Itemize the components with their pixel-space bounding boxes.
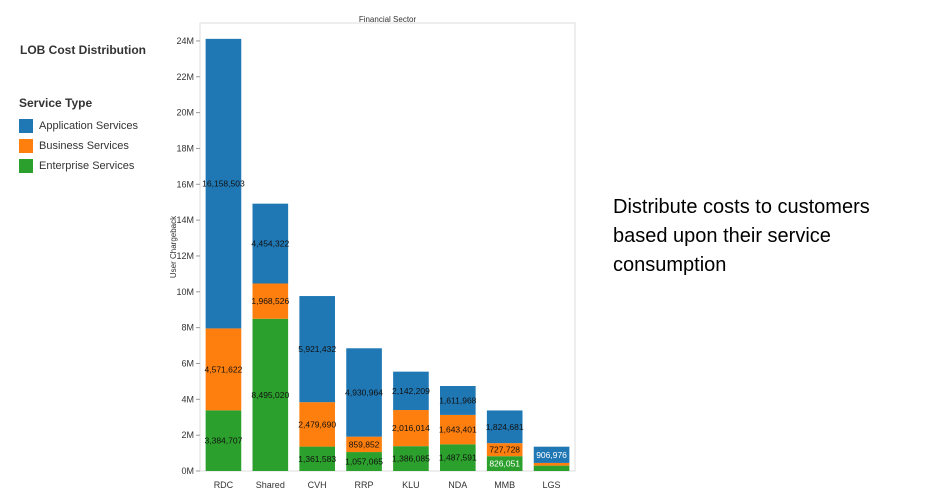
stacked-bar-chart: Financial Sector User Chargeback 0M 2M 4M 6M 8…	[169, 15, 576, 490]
bar-mmb-enterprise-services[interactable]	[486, 456, 523, 471]
legend-swatch-business-services	[19, 139, 33, 153]
data-label: 906,976	[536, 450, 567, 460]
bar-klu-application-services[interactable]	[393, 371, 429, 411]
y-tick-label: 14M	[176, 215, 194, 225]
data-label: 3,384,707	[205, 436, 243, 446]
data-label: 2,016,014	[392, 423, 430, 433]
data-label: 859,852	[349, 439, 380, 449]
y-tick-label: 20M	[176, 108, 194, 118]
y-tick-label: 10M	[176, 287, 194, 297]
y-tick-label: 0M	[181, 466, 194, 476]
bar-shared-application-services[interactable]	[252, 203, 289, 284]
x-tick-label-shared: Shared	[256, 480, 285, 490]
y-tick-label: 6M	[181, 358, 194, 368]
bar-klu-enterprise-services[interactable]	[393, 446, 429, 471]
bar-lgs-application-services[interactable]	[533, 446, 570, 463]
data-label: 1,487,591	[439, 453, 477, 463]
bar-rrp-application-services[interactable]	[346, 348, 382, 437]
x-tick-label-nda: NDA	[448, 480, 467, 490]
legend-item-application-services[interactable]: Application Services	[19, 116, 138, 136]
legend-item-enterprise-services[interactable]: Enterprise Services	[19, 156, 138, 176]
bar-lgs-business-services[interactable]	[533, 462, 570, 466]
legend-label-application-services: Application Services	[39, 120, 139, 132]
page-title: LOB Cost Distribution	[20, 43, 146, 57]
bar-rdc-business-services[interactable]	[205, 328, 242, 411]
data-label: 8,495,020	[251, 390, 289, 400]
y-tick-label: 24M	[176, 36, 194, 46]
data-label: 5,921,432	[298, 344, 336, 354]
chart-title: Financial Sector	[359, 15, 417, 24]
data-label: 2,479,690	[298, 419, 336, 429]
bar-mmb-business-services[interactable]	[486, 443, 523, 457]
bar-cvh-enterprise-services[interactable]	[299, 446, 335, 471]
bar-klu-business-services[interactable]	[393, 410, 429, 447]
y-tick-label: 18M	[176, 143, 194, 153]
bar-shared-enterprise-services[interactable]	[252, 318, 289, 471]
legend-title: Service Type	[19, 96, 93, 110]
bar-lgs-enterprise-services[interactable]	[533, 465, 570, 471]
data-label: 826,051	[489, 459, 520, 469]
data-label: 4,454,322	[251, 239, 289, 249]
bar-cvh-business-services[interactable]	[299, 402, 335, 447]
y-tick-label: 2M	[181, 430, 194, 440]
legend-item-business-services[interactable]: Business Services	[19, 136, 138, 156]
data-label: 1,386,085	[392, 454, 430, 464]
data-label: 4,930,964	[345, 387, 383, 397]
x-tick-label-klu: KLU	[402, 480, 420, 490]
data-label: 4,571,622	[205, 364, 243, 374]
data-label: 1,057,065	[345, 457, 383, 467]
data-label: 1,361,583	[298, 454, 336, 464]
x-tick-label-rdc: RDC	[214, 480, 234, 490]
bar-rdc-application-services[interactable]	[205, 38, 242, 329]
bar-mmb-application-services[interactable]	[486, 410, 523, 444]
side-note: Distribute costs to customers based upon…	[613, 196, 870, 276]
x-tick-label-rrp: RRP	[355, 480, 374, 490]
bar-cvh-application-services[interactable]	[299, 296, 335, 403]
y-axis-label: User Chargeback	[169, 215, 178, 278]
bar-nda-application-services[interactable]	[440, 386, 476, 415]
bar-rrp-business-services[interactable]	[346, 436, 382, 453]
y-tick-label: 4M	[181, 394, 194, 404]
y-tick-label: 8M	[181, 323, 194, 333]
y-tick-label: 16M	[176, 179, 194, 189]
y-tick-label: 12M	[176, 251, 194, 261]
legend-label-enterprise-services: Enterprise Services	[39, 160, 135, 172]
bar-nda-business-services[interactable]	[440, 414, 476, 445]
data-label: 16,158,503	[202, 179, 245, 189]
x-tick-label-cvh: CVH	[308, 480, 327, 490]
x-tick-label-lgs: LGS	[543, 480, 561, 490]
data-label: 2,142,209	[392, 386, 430, 396]
bar-rrp-enterprise-services[interactable]	[346, 452, 382, 471]
data-label: 727,728	[489, 445, 520, 455]
bar-shared-business-services[interactable]	[252, 283, 289, 319]
bar-nda-enterprise-services[interactable]	[440, 444, 476, 471]
data-label: 1,643,401	[439, 425, 477, 435]
data-label: 1,968,526	[251, 296, 289, 306]
bar-rdc-enterprise-services[interactable]	[205, 410, 242, 471]
y-tick-label: 22M	[176, 72, 194, 82]
data-label: 1,824,681	[486, 422, 524, 432]
legend-swatch-enterprise-services	[19, 159, 33, 173]
legend-label-business-services: Business Services	[39, 140, 129, 152]
x-tick-label-mmb: MMB	[494, 480, 515, 490]
legend-swatch-application-services	[19, 119, 33, 133]
data-label: 1,611,968	[439, 395, 476, 405]
legend: Service Type Application Services Busine…	[19, 96, 138, 176]
